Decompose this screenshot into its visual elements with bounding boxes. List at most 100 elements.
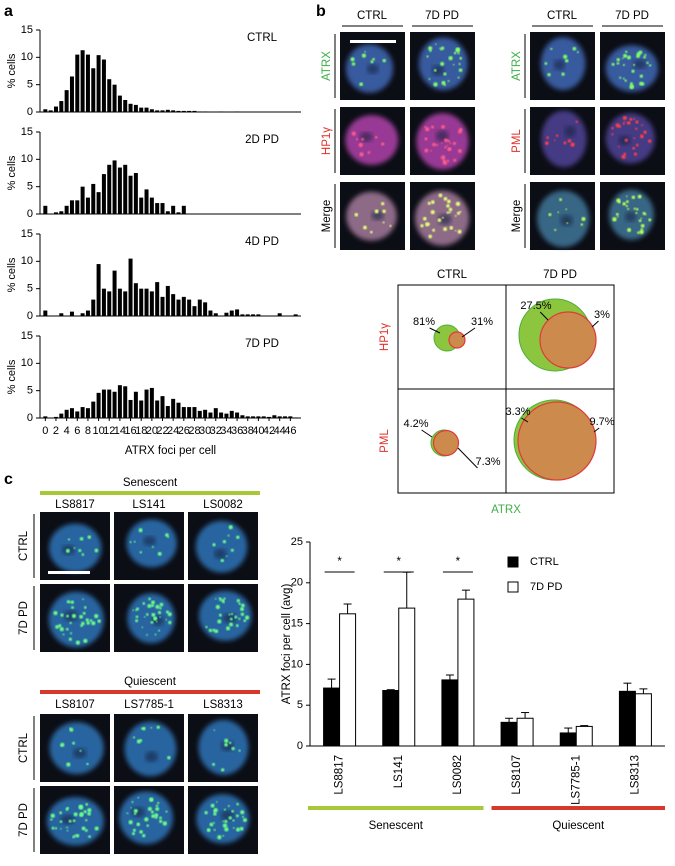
focus (565, 208, 568, 211)
focus (235, 814, 239, 818)
focus (73, 812, 78, 817)
group-bar (308, 806, 484, 810)
x-tick-label: 42 (263, 425, 275, 437)
focus (167, 755, 171, 760)
focus (217, 835, 222, 840)
focus (236, 827, 240, 832)
focus (53, 610, 58, 616)
bar (144, 389, 149, 418)
focus (575, 120, 578, 123)
focus (564, 58, 569, 63)
focus (354, 212, 359, 217)
bar (382, 690, 400, 747)
focus (81, 553, 85, 556)
focus (446, 144, 449, 147)
y-tick-label: 5 (297, 699, 303, 711)
focus (446, 199, 451, 204)
focus (639, 74, 644, 78)
bar (144, 107, 149, 112)
focus (617, 215, 619, 218)
focus (141, 626, 144, 629)
bar (69, 200, 74, 214)
focus (162, 821, 168, 826)
focus (427, 201, 431, 205)
focus (83, 638, 88, 643)
bar (240, 314, 245, 316)
venn-arrow (521, 417, 529, 423)
focus (557, 211, 560, 214)
x-tick-label: 20 (146, 425, 158, 437)
focus (129, 541, 132, 544)
group-bar (40, 491, 260, 495)
bar (59, 313, 64, 316)
focus (641, 124, 643, 127)
focus (136, 822, 140, 826)
focus (154, 813, 159, 818)
focus (155, 804, 158, 807)
bar (176, 110, 181, 112)
focus (130, 806, 132, 809)
focus (81, 621, 85, 626)
focus (138, 528, 143, 533)
bar (117, 288, 122, 316)
nucleolus (72, 748, 87, 759)
focus (618, 125, 622, 128)
focus (553, 139, 556, 142)
bar (107, 79, 112, 112)
nucleus (541, 110, 587, 168)
focus (231, 746, 235, 751)
bar (59, 413, 64, 418)
row-label: Merge (321, 200, 333, 233)
venn-arrow (457, 447, 478, 469)
bar (176, 299, 181, 316)
focus (382, 209, 386, 214)
focus (89, 619, 93, 623)
focus (240, 810, 245, 815)
bar (283, 416, 288, 418)
focus (69, 727, 72, 730)
nucleolus (633, 59, 647, 69)
focus (635, 120, 639, 124)
focus (78, 804, 83, 809)
focus (629, 84, 634, 89)
focus (359, 152, 364, 157)
focus (422, 216, 427, 221)
focus (629, 117, 633, 121)
focus (616, 61, 620, 65)
bar (80, 50, 85, 112)
focus (627, 207, 630, 210)
focus (449, 226, 454, 230)
focus (617, 145, 620, 148)
bar (128, 175, 133, 214)
bar (144, 288, 149, 316)
focus (167, 535, 170, 538)
y-tick-label: 0 (297, 740, 303, 752)
focus (382, 221, 385, 224)
focus (559, 198, 562, 202)
focus (87, 808, 92, 813)
bar (160, 396, 165, 418)
bar (85, 408, 90, 418)
bar (117, 167, 122, 214)
bar (43, 310, 48, 316)
focus (224, 819, 228, 823)
bar (96, 192, 101, 214)
focus (580, 223, 584, 226)
focus (453, 158, 457, 162)
focus (142, 602, 146, 605)
focus (635, 143, 639, 147)
focus (430, 210, 435, 215)
bar (144, 189, 149, 214)
column-header: LS7785-1 (124, 699, 174, 711)
focus (567, 139, 572, 143)
focus (214, 629, 219, 634)
venn-percent: 81% (413, 316, 435, 328)
focus (441, 216, 444, 219)
significance-label: * (456, 556, 461, 568)
focus (232, 827, 235, 829)
venn-percent: 31% (471, 316, 493, 328)
x-tick-label: LS8313 (629, 755, 641, 795)
chart-title: 4D PD (245, 236, 279, 248)
focus (73, 834, 77, 837)
focus (85, 618, 89, 622)
